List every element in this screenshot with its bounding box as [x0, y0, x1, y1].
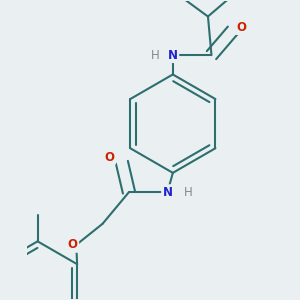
Text: H: H — [151, 49, 160, 62]
Text: N: N — [168, 49, 178, 62]
Text: H: H — [184, 186, 193, 199]
Text: O: O — [68, 238, 78, 251]
Text: N: N — [163, 186, 172, 199]
Text: O: O — [105, 151, 115, 164]
Text: O: O — [236, 20, 246, 34]
